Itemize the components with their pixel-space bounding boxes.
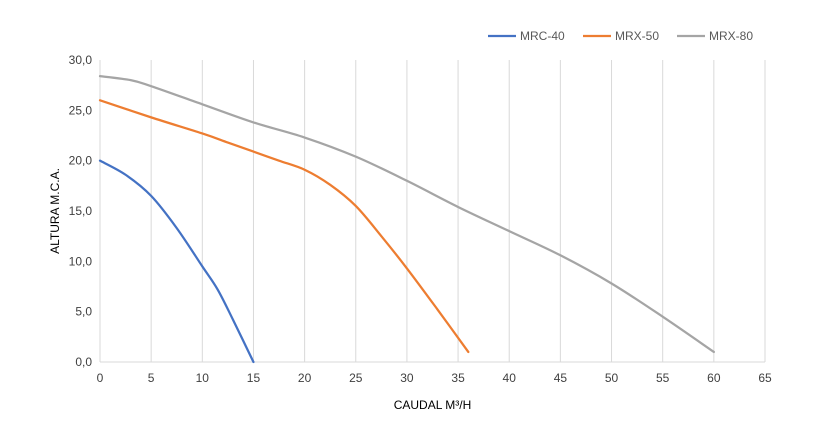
series-lines bbox=[98, 74, 715, 364]
x-tick-label: 50 bbox=[605, 371, 619, 385]
y-tick-label: 30,0 bbox=[69, 53, 93, 67]
y-tick-label: 0,0 bbox=[75, 355, 92, 369]
grid-lines bbox=[99, 60, 766, 362]
x-tick-label: 35 bbox=[451, 371, 465, 385]
legend-label: MRC-40 bbox=[520, 29, 565, 43]
series-line-mrc-40 bbox=[98, 159, 255, 364]
x-tick-label: 0 bbox=[97, 371, 104, 385]
x-tick-label: 60 bbox=[707, 371, 721, 385]
legend-label: MRX-80 bbox=[709, 29, 753, 43]
x-tick-label: 10 bbox=[196, 371, 210, 385]
legend: MRC-40 MRX-50 MRX-80 bbox=[488, 29, 753, 43]
x-tick-label: 65 bbox=[758, 371, 772, 385]
x-tick-label: 45 bbox=[554, 371, 568, 385]
x-axis-title: CAUDAL M³/H bbox=[394, 398, 472, 412]
y-axis-title: ALTURA M.C.A. bbox=[48, 168, 62, 254]
y-tick-label: 20,0 bbox=[69, 154, 93, 168]
y-axis-ticks: 0,0 5,0 10,0 15,0 20,0 25,0 30,0 bbox=[69, 53, 93, 369]
x-tick-label: 40 bbox=[503, 371, 517, 385]
y-tick-label: 15,0 bbox=[69, 204, 93, 218]
y-tick-label: 10,0 bbox=[69, 254, 93, 268]
y-tick-label: 25,0 bbox=[69, 103, 93, 117]
series-line-mrx-80 bbox=[98, 74, 715, 354]
x-tick-label: 25 bbox=[349, 371, 363, 385]
x-tick-label: 5 bbox=[148, 371, 155, 385]
x-tick-label: 55 bbox=[656, 371, 670, 385]
series-line-mrx-50 bbox=[98, 99, 470, 354]
x-tick-label: 30 bbox=[400, 371, 414, 385]
x-axis-ticks: 0 5 10 15 20 25 30 35 40 45 50 55 60 65 bbox=[97, 371, 772, 385]
y-tick-label: 5,0 bbox=[75, 305, 92, 319]
x-tick-label: 20 bbox=[298, 371, 312, 385]
x-tick-label: 15 bbox=[247, 371, 261, 385]
legend-label: MRX-50 bbox=[615, 29, 659, 43]
